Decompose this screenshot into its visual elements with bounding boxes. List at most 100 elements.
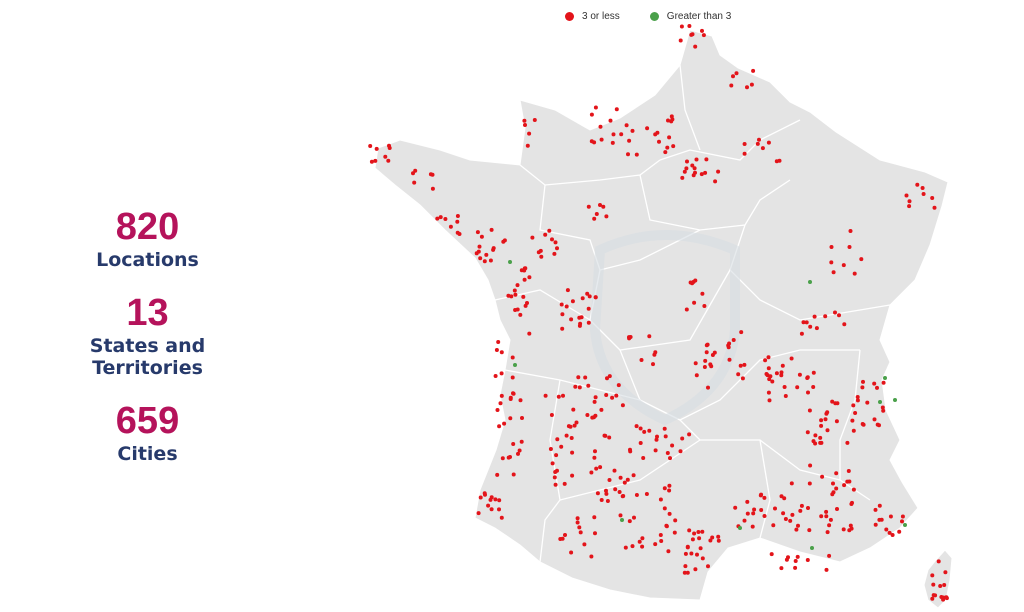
location-dot-low[interactable] [592, 216, 597, 221]
location-dot-low[interactable] [805, 430, 810, 435]
location-dot-low[interactable] [789, 356, 794, 361]
location-dot-low[interactable] [521, 294, 526, 299]
location-dot-low[interactable] [875, 385, 879, 390]
location-dot-low[interactable] [904, 193, 909, 198]
location-dot-low[interactable] [734, 71, 739, 76]
location-dot-low[interactable] [611, 132, 616, 137]
location-dot-low[interactable] [624, 123, 629, 128]
location-dot-low[interactable] [811, 370, 816, 375]
location-dot-low[interactable] [489, 495, 494, 500]
location-dot-low[interactable] [685, 570, 690, 575]
location-dot-low[interactable] [527, 331, 532, 336]
location-dot-low[interactable] [489, 507, 494, 512]
location-dot-low[interactable] [930, 196, 935, 200]
location-dot-low[interactable] [710, 353, 715, 357]
location-dot-low[interactable] [847, 245, 852, 249]
location-dot-low[interactable] [494, 348, 499, 352]
location-dot-low[interactable] [920, 186, 925, 190]
location-dot-low[interactable] [593, 395, 598, 400]
location-dot-low[interactable] [794, 527, 799, 532]
location-dot-high[interactable] [808, 280, 812, 284]
location-dot-low[interactable] [560, 326, 565, 331]
location-dot-low[interactable] [515, 283, 520, 288]
location-dot-low[interactable] [491, 246, 496, 251]
location-dot-low[interactable] [828, 517, 833, 522]
location-dot-low[interactable] [430, 172, 435, 177]
location-dot-low[interactable] [851, 487, 856, 492]
location-dot-low[interactable] [640, 544, 645, 549]
location-dot-low[interactable] [616, 383, 621, 388]
location-dot-low[interactable] [757, 137, 761, 142]
location-dot-low[interactable] [438, 215, 443, 220]
location-dot-low[interactable] [586, 320, 591, 325]
location-dot-low[interactable] [766, 366, 771, 371]
location-dot-low[interactable] [860, 385, 865, 390]
location-dot-low[interactable] [831, 481, 835, 486]
location-dot-low[interactable] [808, 463, 813, 468]
location-dot-low[interactable] [522, 266, 527, 271]
location-dot-low[interactable] [825, 530, 830, 535]
location-dot-low[interactable] [586, 306, 591, 311]
location-dot-low[interactable] [766, 140, 771, 145]
location-dot-low[interactable] [698, 546, 703, 551]
legend-item-high[interactable]: Greater than 3 [649, 11, 731, 22]
location-dot-low[interactable] [559, 444, 564, 449]
location-dot-low[interactable] [475, 230, 480, 235]
location-dot-low[interactable] [669, 114, 674, 119]
location-dot-high[interactable] [738, 526, 742, 530]
location-dot-low[interactable] [850, 418, 855, 423]
location-dot-low[interactable] [430, 186, 435, 191]
location-dot-low[interactable] [662, 506, 667, 511]
location-dot-low[interactable] [921, 192, 926, 196]
location-dot-low[interactable] [703, 358, 708, 363]
location-dot-low[interactable] [692, 166, 697, 171]
location-dot-low[interactable] [881, 408, 886, 413]
location-dot-low[interactable] [608, 118, 613, 123]
location-dot-low[interactable] [525, 301, 529, 305]
location-dot-low[interactable] [599, 137, 604, 142]
location-dot-low[interactable] [932, 205, 937, 210]
location-dot-low[interactable] [759, 508, 764, 512]
location-dot-low[interactable] [489, 227, 494, 232]
location-dot-low[interactable] [550, 461, 555, 466]
location-dot-low[interactable] [771, 523, 776, 528]
location-dot-low[interactable] [806, 506, 810, 510]
location-dot-low[interactable] [936, 559, 941, 564]
location-dot-low[interactable] [511, 442, 516, 446]
location-dot-low[interactable] [506, 455, 511, 460]
location-dot-low[interactable] [580, 296, 585, 301]
location-dot-low[interactable] [841, 263, 846, 268]
location-dot-low[interactable] [607, 374, 612, 379]
location-dot-low[interactable] [651, 362, 655, 367]
location-dot-low[interactable] [641, 456, 646, 460]
location-dot-low[interactable] [710, 535, 715, 540]
location-dot-low[interactable] [819, 514, 824, 519]
location-dot-low[interactable] [700, 28, 704, 33]
location-dot-low[interactable] [477, 244, 482, 249]
location-dot-low[interactable] [770, 379, 775, 384]
location-dot-low[interactable] [569, 436, 574, 440]
location-dot-low[interactable] [614, 107, 619, 112]
location-dot-low[interactable] [829, 260, 834, 265]
location-dot-low[interactable] [593, 449, 597, 454]
location-dot-low[interactable] [751, 511, 756, 516]
location-dot-low[interactable] [693, 44, 698, 49]
location-dot-low[interactable] [890, 533, 895, 537]
location-dot-low[interactable] [842, 483, 847, 488]
location-dot-low[interactable] [767, 398, 772, 403]
location-dot-low[interactable] [488, 258, 493, 263]
location-dot-low[interactable] [790, 512, 795, 517]
location-dot-low[interactable] [701, 33, 706, 38]
location-dot-low[interactable] [789, 481, 794, 486]
location-dot-low[interactable] [589, 139, 594, 144]
location-dot-low[interactable] [818, 435, 823, 440]
location-dot-low[interactable] [897, 529, 902, 534]
location-dot-low[interactable] [819, 418, 824, 423]
location-dot-low[interactable] [683, 564, 688, 569]
location-dot-low[interactable] [799, 503, 804, 508]
location-dot-low[interactable] [556, 394, 561, 399]
location-dot-low[interactable] [751, 68, 756, 73]
location-dot-low[interactable] [518, 398, 523, 403]
location-dot-low[interactable] [699, 172, 704, 177]
location-dot-low[interactable] [559, 302, 564, 307]
